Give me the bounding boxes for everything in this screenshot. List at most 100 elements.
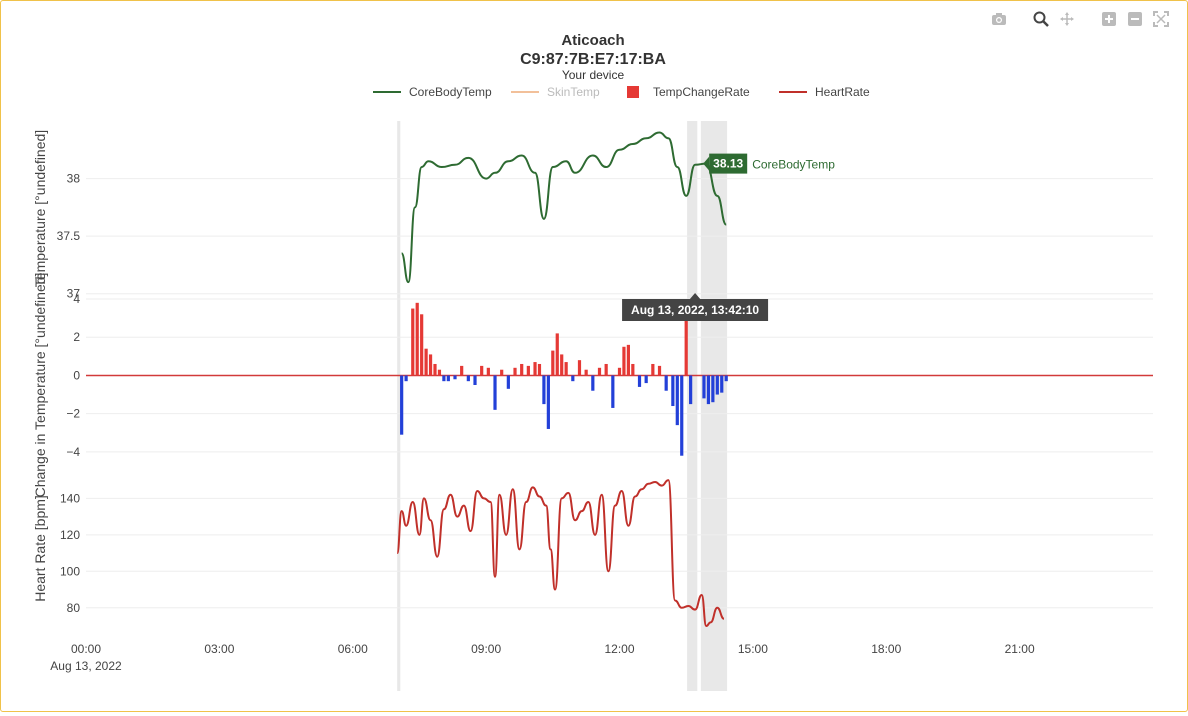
hover-value-text: 38.13 xyxy=(713,157,743,171)
ytick-heartrate-0: 80 xyxy=(67,601,81,615)
bar-13 xyxy=(466,375,470,382)
bar-56 xyxy=(720,375,724,393)
bar-41 xyxy=(631,363,635,376)
hover-x-box xyxy=(622,299,769,321)
bar-15 xyxy=(480,365,484,376)
bar-39 xyxy=(622,346,626,376)
shaded-band-0 xyxy=(397,121,401,691)
ytick-change-0: −4 xyxy=(66,445,80,459)
ytick-change-1: −2 xyxy=(66,407,80,421)
bar-17 xyxy=(493,375,497,410)
bar-46 xyxy=(664,375,668,391)
bar-9 xyxy=(442,375,446,382)
legend-label-2: TempChangeRate xyxy=(653,85,750,99)
bar-32 xyxy=(577,360,582,376)
xtick-date: Aug 13, 2022 xyxy=(50,659,122,673)
ytick-temperature-1: 37.5 xyxy=(57,229,81,243)
modebar xyxy=(989,9,1171,29)
xtick-5: 15:00 xyxy=(738,642,768,656)
bar-33 xyxy=(584,369,588,376)
ytick-change-2: 0 xyxy=(73,368,80,382)
series-line-CoreBodyTemp xyxy=(400,131,728,284)
xtick-1: 03:00 xyxy=(204,642,234,656)
xtick-2: 06:00 xyxy=(338,642,368,656)
chart-subtitle: C9:87:7B:E7:17:BA xyxy=(520,51,666,68)
ytick-heartrate-1: 100 xyxy=(60,564,80,578)
zoom-in-icon[interactable] xyxy=(1099,9,1119,29)
bar-28 xyxy=(555,333,559,376)
bar-52 xyxy=(702,375,706,399)
legend: CoreBodyTemp SkinTemp TempChangeRate HeartR… xyxy=(373,85,870,99)
chart-subtitle2: Your device xyxy=(562,68,625,82)
bar-44 xyxy=(651,363,655,376)
zoom-icon[interactable] xyxy=(1031,9,1051,29)
legend-label-1: SkinTemp xyxy=(547,85,600,99)
bar-55 xyxy=(715,375,719,395)
bar-29 xyxy=(560,354,564,376)
bar-30 xyxy=(564,362,568,376)
bar-57 xyxy=(724,375,728,382)
shaded-bands xyxy=(397,121,728,691)
shaded-band-1 xyxy=(687,121,698,691)
hover-layer: 38.13 CoreBodyTemp Aug 13, 2022, 13:42:10 xyxy=(622,153,835,321)
ylabel-temperature: Temperature [°undefined] xyxy=(32,130,48,287)
bar-22 xyxy=(526,365,530,376)
hover-x-label: Aug 13, 2022, 13:42:10 xyxy=(631,303,759,317)
camera-icon[interactable] xyxy=(989,9,1009,29)
bar-48 xyxy=(675,375,679,426)
bar-8 xyxy=(437,369,442,376)
bar-21 xyxy=(520,363,524,376)
bar-26 xyxy=(546,375,550,429)
bar-16 xyxy=(486,367,490,376)
bar-53 xyxy=(706,375,711,405)
autoscale-icon[interactable] xyxy=(1151,9,1171,29)
bar-12 xyxy=(460,365,464,376)
zoom-out-icon[interactable] xyxy=(1125,9,1145,29)
hover-pointer xyxy=(703,156,710,171)
ytick-change-4: 4 xyxy=(73,292,80,306)
bar-43 xyxy=(644,375,648,384)
ytick-heartrate-3: 140 xyxy=(60,491,80,505)
chart-title: Aticoach xyxy=(561,32,624,49)
legend-swatch-2 xyxy=(627,86,639,98)
bar-25 xyxy=(542,375,546,405)
bar-19 xyxy=(506,375,510,389)
bar-7 xyxy=(433,363,437,376)
bar-2 xyxy=(411,308,415,376)
xtick-3: 09:00 xyxy=(471,642,501,656)
ylabel-heartrate: Heart Rate [bpm] xyxy=(32,495,48,602)
bar-49 xyxy=(680,375,684,456)
xtick-7: 21:00 xyxy=(1005,642,1035,656)
ytick-temperature-2: 38 xyxy=(67,172,81,186)
bar-10 xyxy=(446,375,450,382)
hover-series-name: CoreBodyTemp xyxy=(752,158,835,172)
bar-18 xyxy=(500,369,504,376)
bar-42 xyxy=(637,375,642,387)
pan-icon[interactable] xyxy=(1057,9,1077,29)
bar-38 xyxy=(617,367,622,376)
xtick-6: 18:00 xyxy=(871,642,901,656)
shaded-band-2 xyxy=(700,121,728,691)
bar-47 xyxy=(671,375,675,407)
ytick-change-3: 2 xyxy=(73,330,80,344)
ylabel-change: Change in Temperature [°undefined] xyxy=(32,273,48,498)
bar-3 xyxy=(415,302,419,376)
ytick-heartrate-2: 120 xyxy=(60,528,80,542)
hover-value-box xyxy=(709,153,748,174)
chart-marks xyxy=(86,131,1153,628)
bar-37 xyxy=(611,375,615,408)
bar-27 xyxy=(551,350,555,376)
bar-40 xyxy=(626,344,630,376)
hover-x-pointer xyxy=(689,293,702,300)
gridlines xyxy=(86,178,1153,609)
ytick-temperature-0: 37 xyxy=(67,287,81,301)
bar-5 xyxy=(424,348,428,376)
xtick-0: 00:00 xyxy=(71,642,101,656)
bar-14 xyxy=(473,375,477,385)
bar-6 xyxy=(428,354,433,376)
xtick-4: 12:00 xyxy=(604,642,634,656)
bar-1 xyxy=(404,375,408,382)
bar-0 xyxy=(400,375,404,435)
bar-31 xyxy=(571,375,575,382)
